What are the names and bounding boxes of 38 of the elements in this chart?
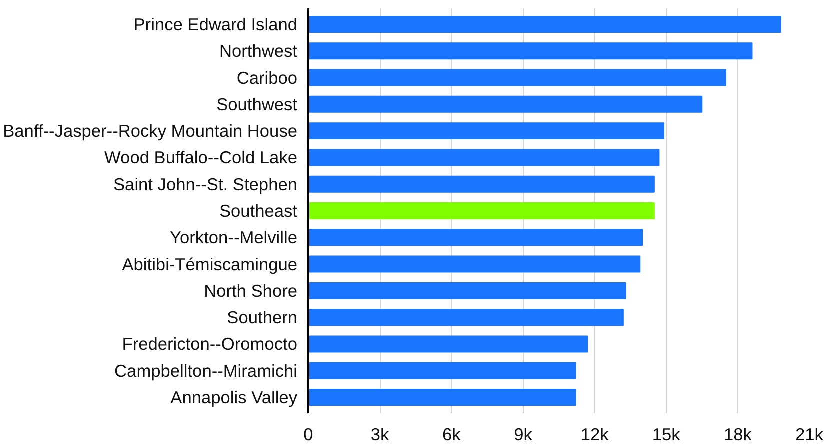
bar	[308, 282, 626, 300]
x-tick-label: 3k	[370, 424, 390, 444]
y-tick-label: Southeast	[219, 201, 298, 221]
x-tick-label: 12k	[580, 424, 610, 444]
bar	[308, 336, 588, 353]
y-tick-label: Saint John--St. Stephen	[114, 174, 298, 194]
y-tick-label: Yorkton--Melville	[170, 228, 298, 248]
y-tick-label: Northwest	[220, 41, 298, 62]
bar	[308, 389, 576, 406]
y-tick-label: Cariboo	[236, 68, 298, 88]
y-tick-label: Campbellton--Miramichi	[114, 360, 298, 381]
y-tick-label: Southern	[227, 308, 298, 328]
y-tick-label: Wood Buffalo--Cold Lake	[104, 148, 298, 168]
y-tick-label: Banff--Jasper--Rocky Mountain House	[3, 121, 298, 142]
y-tick-label: Southwest	[216, 94, 298, 114]
bar	[308, 149, 660, 166]
bar	[308, 122, 664, 140]
bar	[308, 229, 643, 246]
bar	[308, 202, 655, 220]
x-tick-label: 21k	[796, 424, 824, 444]
bar	[308, 16, 782, 33]
x-tick-label: 9k	[514, 424, 533, 444]
x-tick-label: 15k	[652, 424, 681, 444]
y-tick-label: Fredericton--Oromocto	[122, 334, 298, 354]
y-tick-label: Prince Edward Island	[134, 14, 298, 34]
bar	[308, 256, 641, 273]
x-tick-label: 0	[304, 424, 314, 444]
bar	[308, 176, 655, 193]
bar	[308, 42, 753, 60]
bar	[308, 96, 703, 113]
bar	[308, 69, 726, 86]
y-tick-label: North Shore	[204, 280, 298, 301]
bar	[308, 309, 624, 326]
x-tick-label: 6k	[442, 424, 462, 444]
y-tick-label: Annapolis Valley	[170, 388, 298, 408]
x-tick-label: 18k	[724, 424, 752, 444]
y-tick-label: Abitibi-Témiscamingue	[122, 254, 298, 274]
bar	[308, 362, 576, 380]
